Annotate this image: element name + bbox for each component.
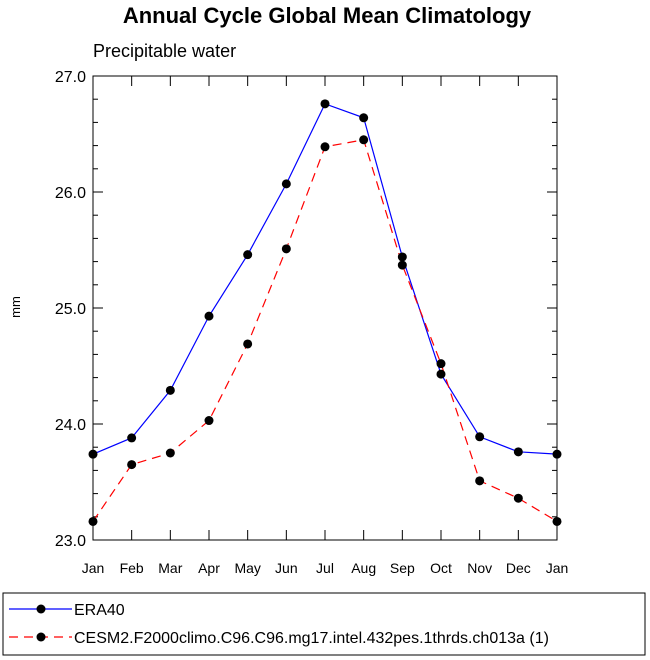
x-tick-label: Jul	[316, 560, 334, 576]
series-1-point	[281, 244, 291, 254]
plot-frame	[92, 75, 558, 541]
series-1-point	[436, 359, 446, 369]
legend-marker-cesm2	[36, 632, 46, 642]
series-line-1	[92, 139, 558, 522]
series-1-point	[513, 493, 523, 503]
x-tick-label: Oct	[430, 560, 452, 576]
series-layer	[88, 99, 562, 526]
x-tick-label: Jan	[82, 560, 105, 576]
x-tick-label: Mar	[158, 560, 182, 576]
y-axis-label: mm	[8, 296, 23, 318]
y-tick-label: 24.0	[55, 417, 86, 434]
series-1-point	[359, 135, 369, 145]
legend-label-cesm2: CESM2.F2000climo.C96.C96.mg17.intel.432p…	[74, 630, 549, 647]
series-0-point	[475, 432, 485, 442]
legend-box	[2, 592, 646, 656]
series-1-point	[165, 448, 175, 458]
y-tick-label: 25.0	[55, 301, 86, 318]
y-tick-label: 23.0	[55, 533, 86, 550]
series-0-point	[127, 433, 137, 443]
legend: ERA40 CESM2.F2000climo.C96.C96.mg17.inte…	[2, 592, 646, 656]
series-0-point	[397, 252, 407, 262]
ticks-layer: 23.0 24.0 25.0 26.0 27.0 Jan Feb Mar Apr May Jun Ju…	[55, 69, 568, 576]
x-tick-label: Aug	[351, 560, 376, 576]
x-tick-label: Dec	[506, 560, 531, 576]
series-0-point	[513, 447, 523, 457]
chart-subtitle: Precipitable water	[93, 41, 236, 61]
x-tick-label: Jan	[546, 560, 569, 576]
y-tick-label: 26.0	[55, 185, 86, 202]
series-0-point	[165, 385, 175, 395]
x-tick-label: Nov	[467, 560, 492, 576]
x-tick-label: Jun	[275, 560, 298, 576]
legend-marker-era40	[36, 604, 46, 614]
chart-title: Annual Cycle Global Mean Climatology	[123, 3, 532, 28]
x-tick-label: Feb	[120, 560, 144, 576]
series-1-point	[397, 260, 407, 270]
series-0-point	[320, 99, 330, 109]
legend-label-era40: ERA40	[74, 602, 125, 619]
x-tick-label: Apr	[198, 560, 220, 576]
series-0-point	[281, 179, 291, 189]
series-1-point	[127, 460, 137, 470]
series-0-point	[243, 250, 253, 260]
series-0-point	[436, 369, 446, 379]
series-1-point	[243, 339, 253, 349]
y-tick-label: 27.0	[55, 69, 86, 86]
x-tick-label: May	[234, 560, 260, 576]
series-1-point	[475, 476, 485, 486]
series-line-0	[92, 103, 558, 455]
series-0-point	[359, 113, 369, 123]
series-1-point	[204, 416, 214, 426]
series-0-point	[204, 311, 214, 321]
series-1-point	[320, 142, 330, 152]
x-tick-label: Sep	[390, 560, 415, 576]
